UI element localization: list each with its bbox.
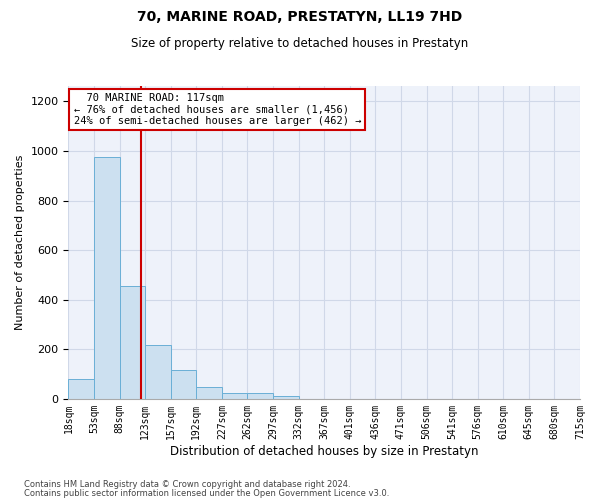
Bar [68,379,94,399]
Bar [145,345,171,399]
Bar [247,394,273,399]
Bar [273,396,299,399]
Y-axis label: Number of detached properties: Number of detached properties [15,155,25,330]
Bar [119,286,145,399]
Text: Contains HM Land Registry data © Crown copyright and database right 2024.: Contains HM Land Registry data © Crown c… [24,480,350,489]
Text: 70, MARINE ROAD, PRESTATYN, LL19 7HD: 70, MARINE ROAD, PRESTATYN, LL19 7HD [137,10,463,24]
Text: Contains public sector information licensed under the Open Government Licence v3: Contains public sector information licen… [24,489,389,498]
X-axis label: Distribution of detached houses by size in Prestatyn: Distribution of detached houses by size … [170,444,478,458]
Text: Size of property relative to detached houses in Prestatyn: Size of property relative to detached ho… [131,38,469,51]
Bar [222,392,247,399]
Bar [196,387,222,399]
Text: 70 MARINE ROAD: 117sqm  
← 76% of detached houses are smaller (1,456)
24% of sem: 70 MARINE ROAD: 117sqm ← 76% of detached… [74,92,361,126]
Bar [171,370,196,399]
Bar [94,157,119,399]
